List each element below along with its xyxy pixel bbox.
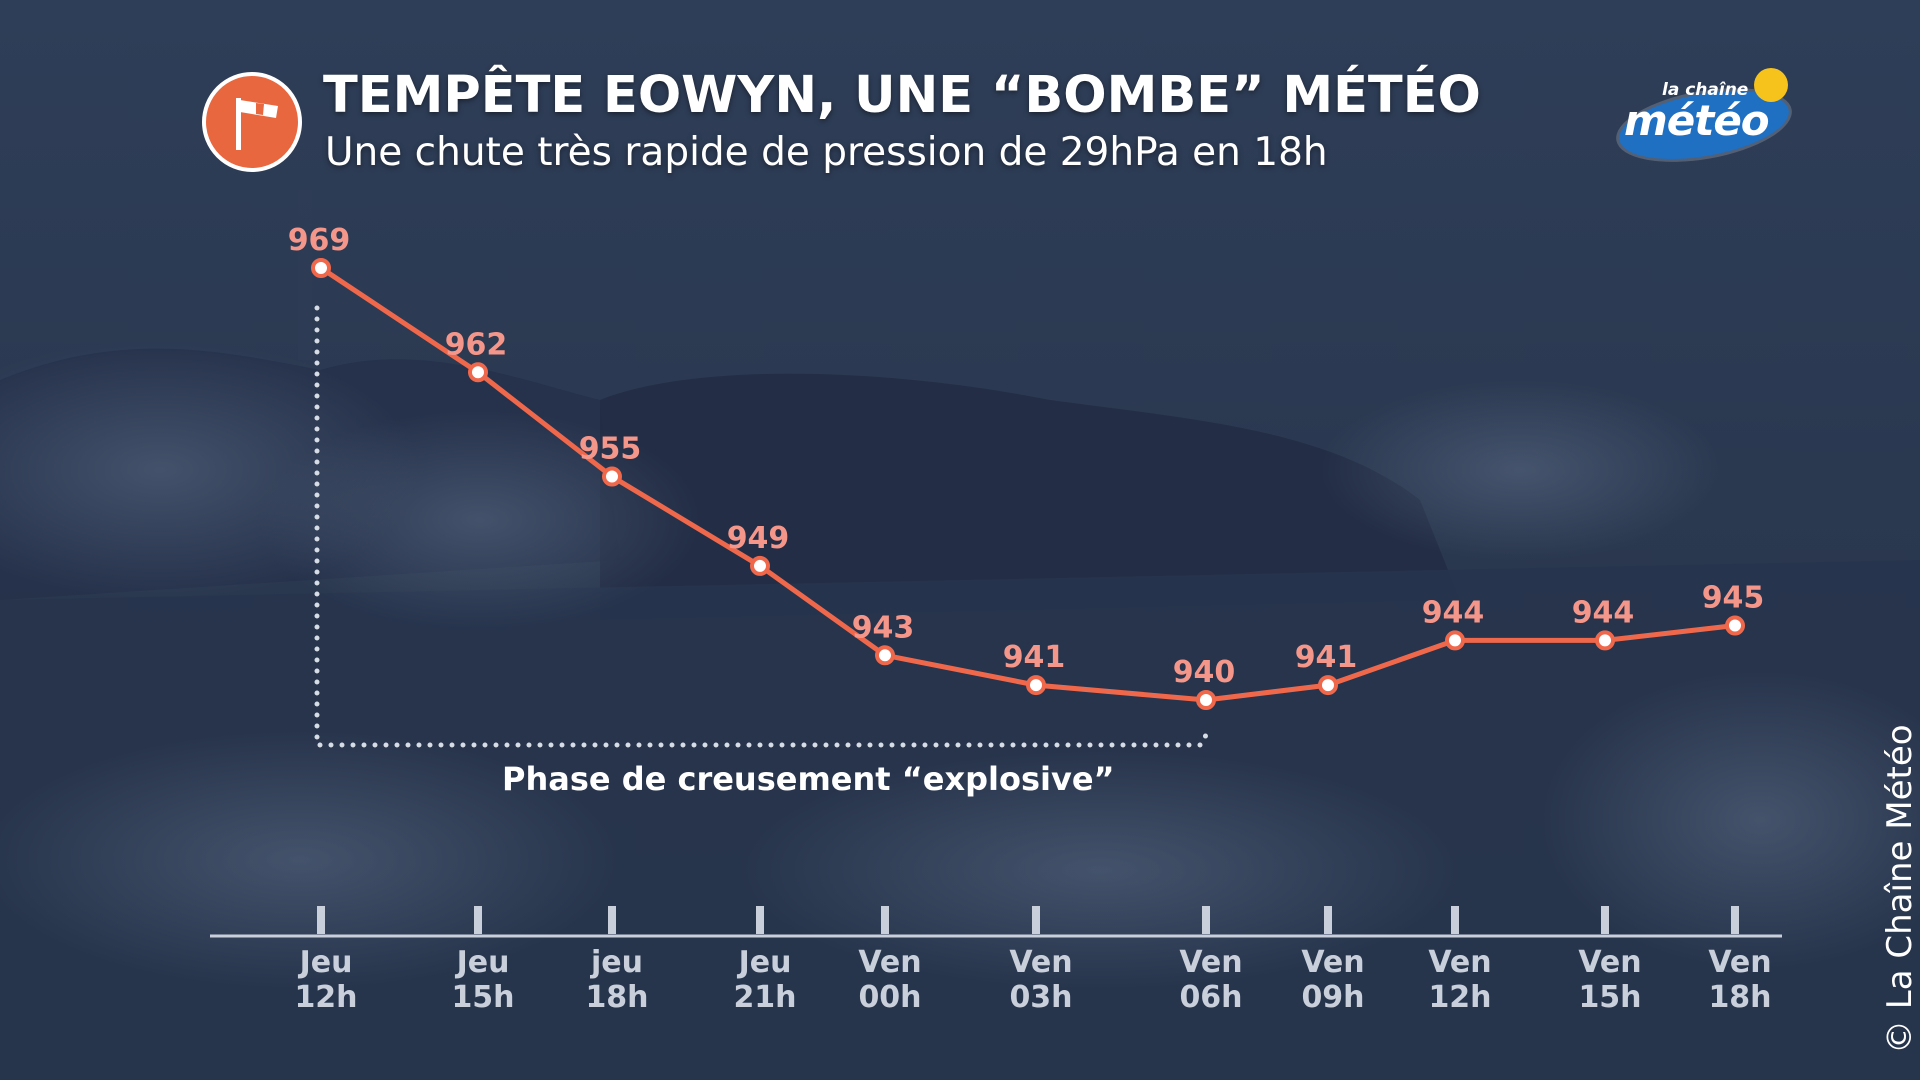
x-tick <box>1601 906 1609 934</box>
x-tick-label: jeu 18h <box>585 945 648 1015</box>
x-tick-label: Ven 03h <box>1009 945 1072 1015</box>
x-tick <box>1451 906 1459 934</box>
x-tick-label: Ven 18h <box>1708 945 1771 1015</box>
windsock-icon <box>202 72 302 172</box>
series-line-layer <box>319 265 1736 703</box>
data-point <box>1026 675 1046 696</box>
logo-small-text: la chaîne <box>1662 80 1749 100</box>
x-tick-label: Jeu 21h <box>733 945 796 1015</box>
data-point <box>1595 630 1615 651</box>
x-tick-label: Ven 15h <box>1578 945 1641 1015</box>
data-labels-layer: 969 962 955 949 943 941 940 941 944 944 945 <box>288 223 1765 690</box>
x-tick <box>1032 906 1040 934</box>
x-tick <box>756 906 764 934</box>
data-label: 945 <box>1702 581 1765 616</box>
chart-subtitle: Une chute très rapide de pression de 29h… <box>325 130 1328 175</box>
data-point <box>750 555 770 576</box>
data-point <box>1318 675 1338 696</box>
phase-annotation-label: Phase de creusement “explosive” <box>502 760 1115 798</box>
x-tick-label: Ven 12h <box>1428 945 1491 1015</box>
x-tick <box>881 906 889 934</box>
x-axis: Jeu 12h Jeu 15h jeu 18h Jeu 21h Ven 00h Ven 03h Ven 0… <box>210 906 1782 1015</box>
data-point <box>602 466 622 487</box>
x-tick <box>1202 906 1210 934</box>
sun-icon <box>1754 68 1788 102</box>
chart-title: TEMPÊTE EOWYN, UNE “BOMBE” MÉTÉO <box>323 66 1481 125</box>
data-label: 962 <box>445 327 508 362</box>
logo-big-text: météo <box>1624 96 1770 145</box>
data-label: 944 <box>1572 595 1635 630</box>
explosive-phase-bracket <box>314 305 1209 748</box>
x-tick-label: Jeu 12h <box>294 945 357 1015</box>
data-point <box>875 645 895 666</box>
x-tick <box>1324 906 1332 934</box>
la-chaine-meteo-logo: la chaîne météo <box>1612 64 1797 171</box>
data-label: 944 <box>1422 595 1485 630</box>
data-point <box>1196 690 1216 710</box>
data-point <box>1445 630 1465 651</box>
x-tick-label: Jeu 15h <box>451 945 514 1015</box>
data-label: 943 <box>852 610 915 645</box>
data-label: 955 <box>579 432 642 467</box>
x-tick <box>1731 906 1739 934</box>
data-label: 941 <box>1003 640 1066 675</box>
data-point <box>1725 615 1745 636</box>
data-points-layer <box>311 258 1745 710</box>
x-tick <box>474 906 482 934</box>
data-label: 940 <box>1173 655 1236 690</box>
x-tick-label: Ven 09h <box>1301 945 1364 1015</box>
data-point <box>311 258 331 278</box>
data-point <box>468 362 488 383</box>
x-tick-label: Ven 06h <box>1179 945 1242 1015</box>
data-label: 969 <box>288 223 351 258</box>
x-tick <box>608 906 616 934</box>
copyright-credit: © La Chaîne Météo <box>1880 724 1920 1054</box>
pressure-series-line <box>319 265 1736 703</box>
phase-dotted-bracket <box>314 305 1209 748</box>
x-tick <box>317 906 325 934</box>
data-label: 941 <box>1295 640 1358 675</box>
x-tick-label: Ven 00h <box>858 945 921 1015</box>
data-label: 949 <box>727 521 790 556</box>
